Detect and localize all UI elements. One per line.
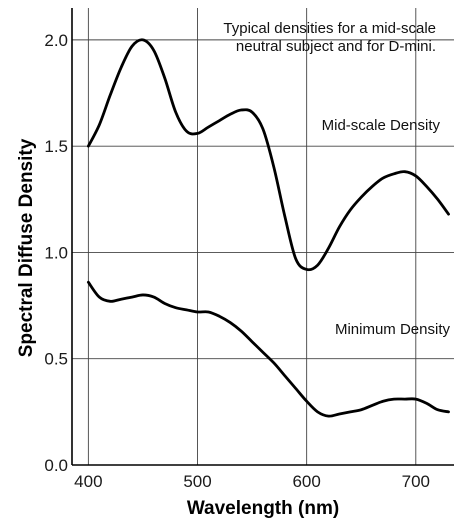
x-tick-label: 500 xyxy=(183,472,211,491)
y-tick-label: 0.0 xyxy=(44,456,68,475)
x-tick-label: 400 xyxy=(74,472,102,491)
y-axis-title: Spectral Diffuse Density xyxy=(16,138,37,357)
tick-labels: 0.0 0.5 1.0 1.5 2.0 400 500 600 700 xyxy=(44,31,430,491)
annotation-line-1: Typical densities for a mid-scale xyxy=(223,20,436,37)
grid-layer xyxy=(72,8,454,465)
y-tick-label: 0.5 xyxy=(44,350,68,369)
plot-frame xyxy=(71,8,454,466)
label-mid-scale-density: Mid-scale Density xyxy=(322,117,441,134)
curve-layer xyxy=(86,38,450,418)
x-tick-label: 600 xyxy=(292,472,320,491)
label-minimum-density: Minimum Density xyxy=(335,321,451,338)
series-line-mid-scale-density xyxy=(86,38,450,272)
y-tick-label: 2.0 xyxy=(44,31,68,50)
x-tick-label: 700 xyxy=(402,472,430,491)
y-tick-label: 1.5 xyxy=(44,137,68,156)
x-axis-title: Wavelength (nm) xyxy=(187,498,339,519)
series-line-minimum-density xyxy=(86,280,450,418)
y-tick-label: 1.0 xyxy=(44,243,68,262)
annotation-line-2: neutral subject and for D-mini. xyxy=(236,38,436,55)
